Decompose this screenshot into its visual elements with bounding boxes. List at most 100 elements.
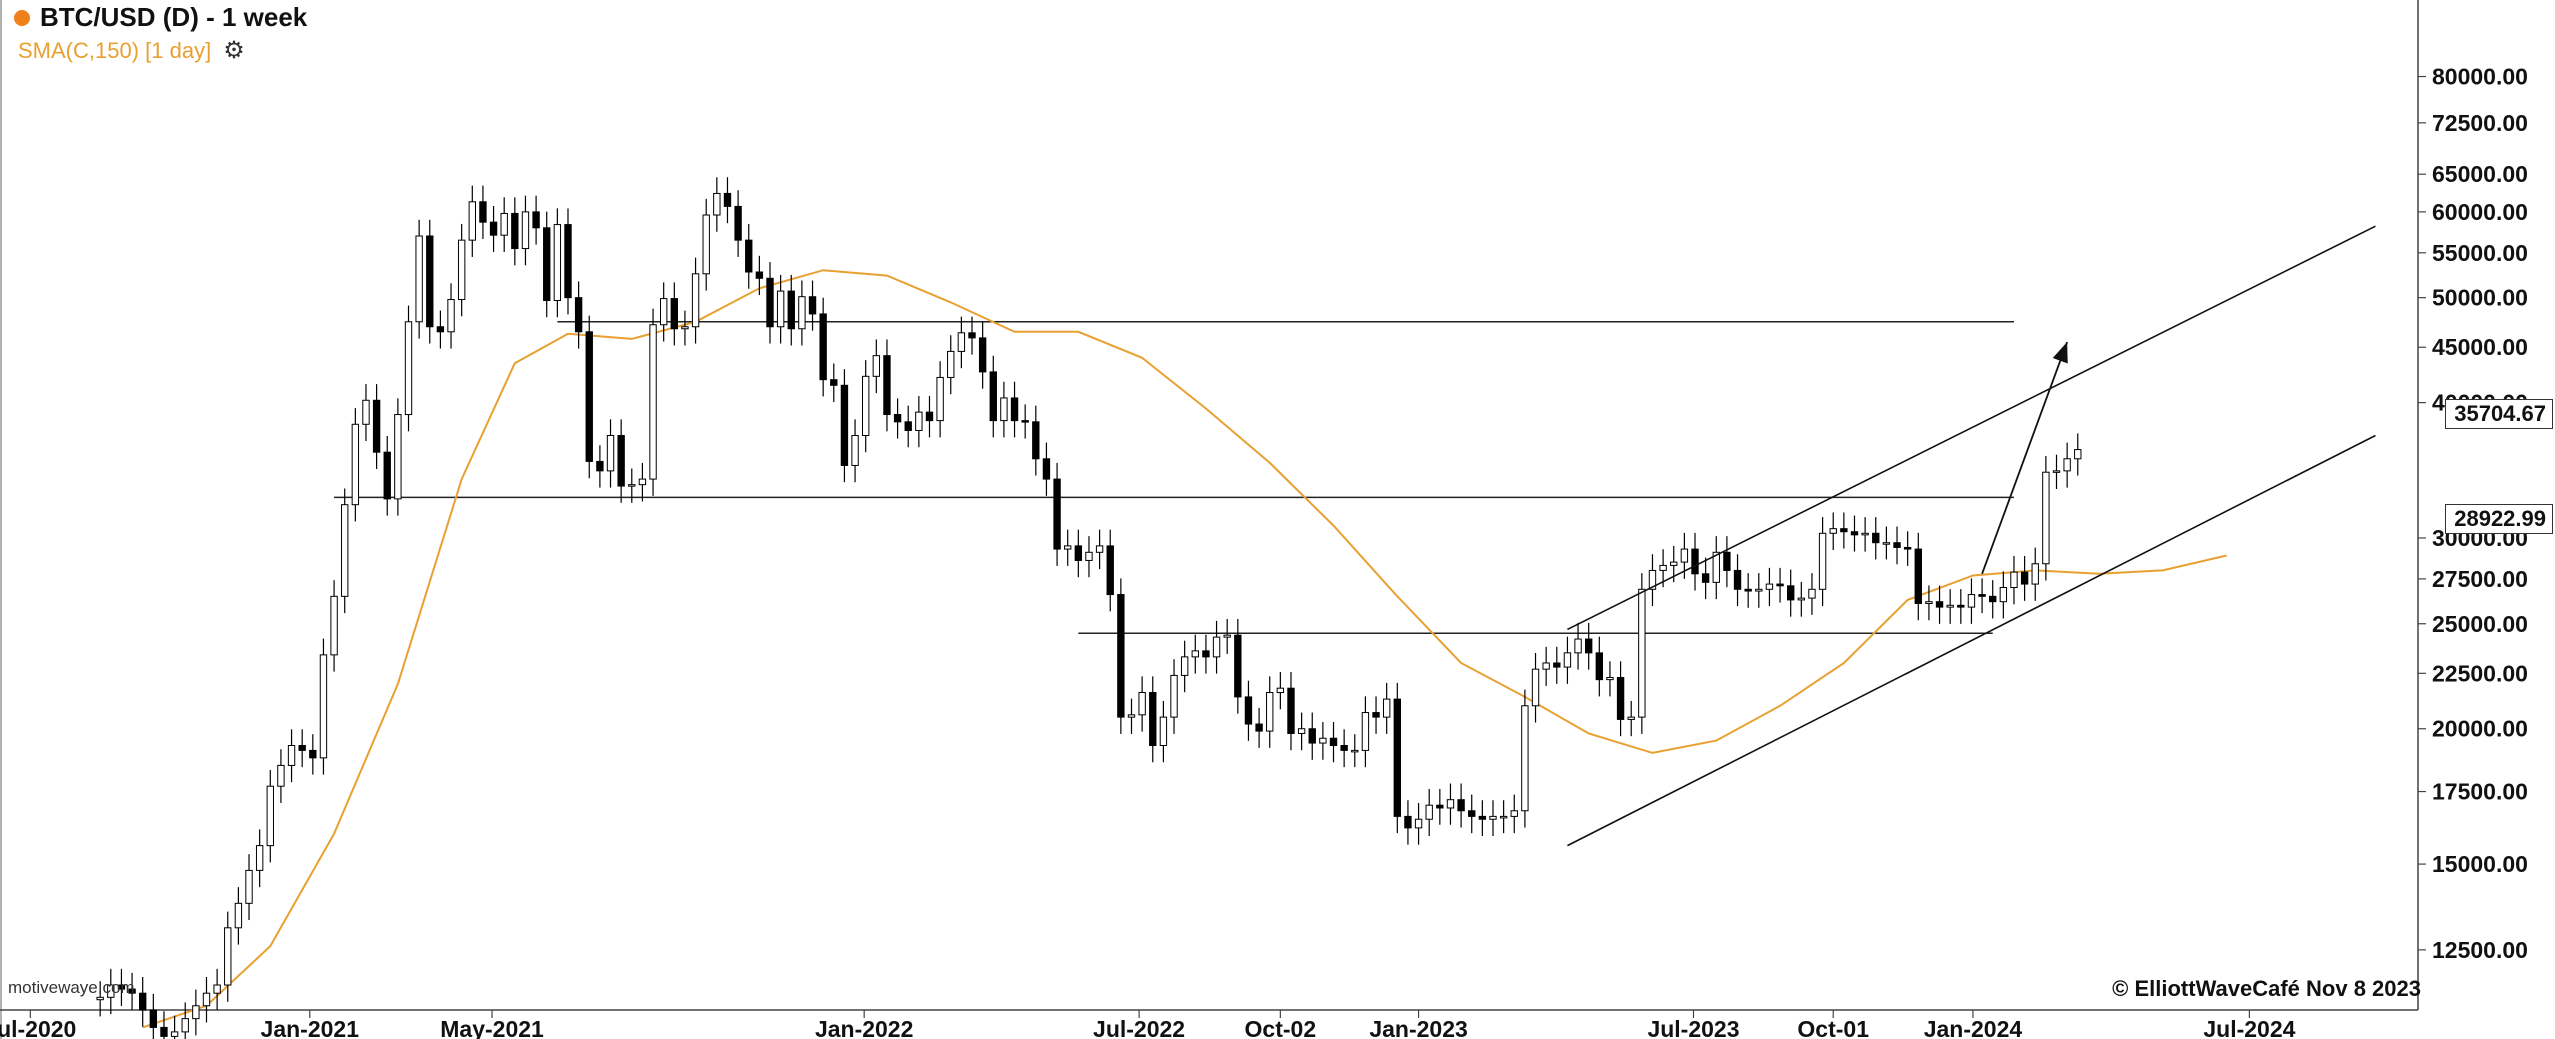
candle-body-up xyxy=(1999,587,2008,603)
candle-body-down xyxy=(1149,692,1157,746)
candle-body-down xyxy=(596,460,604,472)
candle xyxy=(851,419,859,483)
candle xyxy=(925,395,934,438)
y-tick-label: 60000.00 xyxy=(2432,199,2528,225)
time-axis: Jul-2020 Jan-2021 May-2021 Jan-2022 Jul-2022… xyxy=(0,1010,2296,1039)
candle-body-up xyxy=(181,1018,189,1033)
candle-body-down xyxy=(160,1026,168,1037)
gear-icon[interactable]: ⚙ xyxy=(223,37,245,64)
candle xyxy=(202,977,211,1023)
candle xyxy=(1946,589,1954,624)
candle-body-down xyxy=(1255,723,1263,732)
candle xyxy=(383,436,391,516)
candle-body-up xyxy=(1680,548,1689,563)
indicator-label[interactable]: SMA(C,150) [1 day] xyxy=(18,37,212,63)
channel-line[interactable] xyxy=(1567,225,2376,631)
candle xyxy=(1818,517,1827,607)
candle xyxy=(1074,529,1083,578)
candle xyxy=(1829,512,1837,551)
candle-body-up xyxy=(1414,818,1423,829)
candle-body-up xyxy=(255,845,264,871)
candle-body-down xyxy=(1287,687,1295,734)
candle xyxy=(330,580,338,672)
candle-body-up xyxy=(798,296,806,330)
candle xyxy=(649,308,657,496)
candle xyxy=(564,208,572,315)
sma-price-tag: 28922.99 xyxy=(2445,504,2553,534)
candle xyxy=(1202,634,1210,674)
candle xyxy=(1691,532,1699,591)
candle-body-up xyxy=(1191,650,1199,658)
candle-body-down xyxy=(479,201,487,223)
candle-body-down xyxy=(1478,815,1487,820)
candle-body-up xyxy=(553,224,562,301)
candle-body-down xyxy=(1787,585,1795,601)
candle-body-down xyxy=(1329,737,1338,746)
candle xyxy=(404,305,413,432)
candle xyxy=(904,405,912,448)
candle-body-down xyxy=(1074,545,1083,561)
candle xyxy=(670,282,679,346)
candle-body-down xyxy=(883,355,891,416)
candle-body-up xyxy=(1499,815,1508,819)
candle xyxy=(1765,567,1774,607)
candle-body-up xyxy=(776,290,785,328)
candle xyxy=(1584,622,1593,670)
candle xyxy=(1616,661,1625,737)
candle xyxy=(1478,800,1487,837)
y-tick-label: 55000.00 xyxy=(2432,240,2528,266)
candle xyxy=(713,177,721,232)
candle xyxy=(319,638,328,775)
candle-body-down xyxy=(298,744,306,751)
candle-body-up xyxy=(1755,588,1763,592)
candle-body-down xyxy=(968,332,976,339)
candle xyxy=(1925,585,1933,621)
candle xyxy=(1531,652,1540,723)
candle xyxy=(1861,517,1869,552)
candle xyxy=(1351,734,1359,768)
candle-body-up xyxy=(245,869,253,904)
candle-body-up xyxy=(1223,634,1231,638)
candle-body-up xyxy=(1818,532,1827,590)
candles-group xyxy=(96,177,2082,1039)
candle-body-down xyxy=(1340,744,1348,751)
candle xyxy=(936,361,944,438)
candle-body-down xyxy=(1893,542,1901,548)
candle xyxy=(117,968,126,1006)
channel-line[interactable] xyxy=(1567,434,2376,847)
candle xyxy=(2074,433,2082,476)
candle-body-up xyxy=(1627,716,1635,720)
candle-body-down xyxy=(1850,531,1859,536)
candle xyxy=(1914,532,1922,621)
y-tick-label: 20000.00 xyxy=(2432,716,2528,742)
x-tick-label: Jul-2020 xyxy=(0,1016,76,1039)
candle-body-up xyxy=(277,764,285,787)
candle xyxy=(1372,696,1380,734)
candle xyxy=(394,398,402,516)
candle-body-down xyxy=(1935,601,1944,608)
candle xyxy=(181,1002,189,1039)
candle-body-down xyxy=(1042,458,1051,480)
candle-body-up xyxy=(872,355,881,377)
candle xyxy=(1606,661,1614,697)
candle xyxy=(372,384,381,469)
y-tick-label: 12500.00 xyxy=(2432,937,2528,963)
candle xyxy=(1563,636,1572,684)
candle xyxy=(957,316,966,369)
candle xyxy=(1010,381,1019,438)
candle-body-down xyxy=(893,414,902,423)
candle xyxy=(532,195,540,245)
candle-body-down xyxy=(2020,571,2029,585)
candle-body-down xyxy=(1393,698,1401,817)
candle-body-down xyxy=(819,313,827,381)
candle-body-up xyxy=(500,212,508,236)
candle xyxy=(1212,620,1221,674)
candle xyxy=(170,1015,179,1039)
candle-body-down xyxy=(1978,594,1986,597)
candle-body-down xyxy=(1468,810,1476,817)
projection-arrow[interactable] xyxy=(1981,341,2068,575)
candle-body-up xyxy=(192,1005,200,1020)
candle-body-down xyxy=(1840,528,1848,533)
